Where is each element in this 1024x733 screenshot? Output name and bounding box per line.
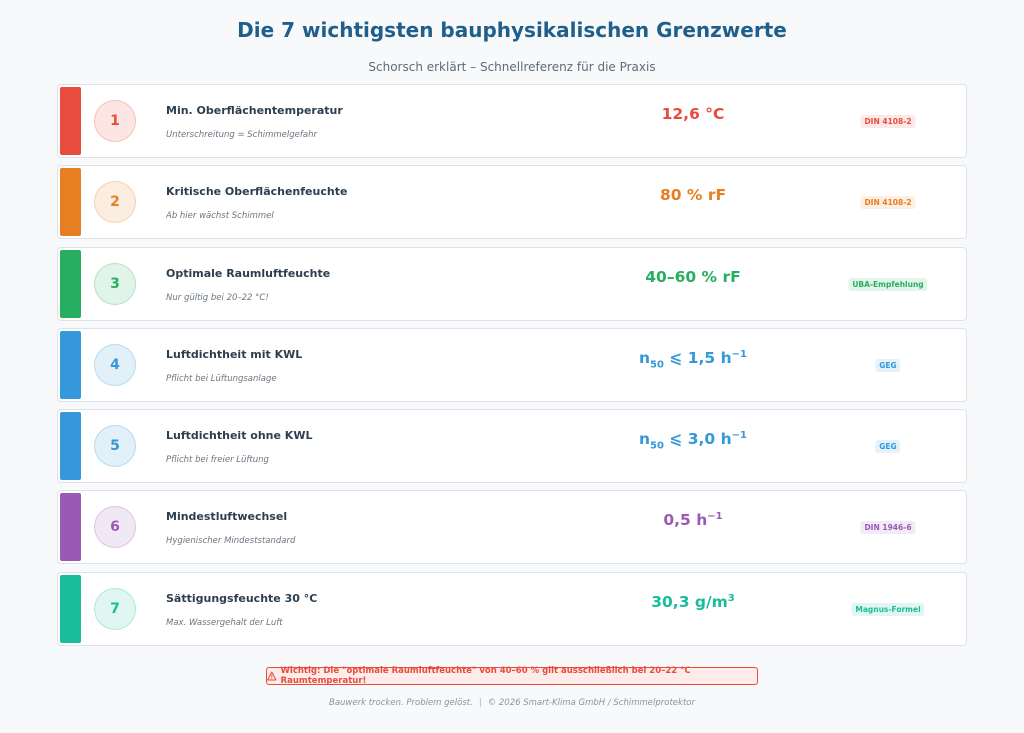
norm-tag: UBA-Empfehlung xyxy=(848,277,928,291)
item-name: Min. Oberflächentemperatur xyxy=(166,104,343,117)
item-name: Optimale Raumluftfeuchte xyxy=(166,266,331,280)
list-item: 7 Sättigungsfeuchte 30 °C Max. Wassergeh… xyxy=(57,571,967,646)
norm-tag: GEG xyxy=(875,440,901,454)
item-value: n50 ⩽ 1,5 h−1 xyxy=(639,348,747,371)
list-item: 6 Mindestluftwechsel Hygienischer Mindes… xyxy=(57,490,967,565)
number-badge: 6 xyxy=(94,506,136,549)
value-text: 12,6 °C xyxy=(661,105,725,123)
list-item: 2 Kritische Oberflächenfeuchte Ab hier w… xyxy=(57,165,967,240)
norm-tag: DIN 4108-2 xyxy=(860,115,916,128)
color-bar xyxy=(60,168,81,237)
warning-text: Wichtig: Die "optimale Raumluftfeuchte" … xyxy=(280,666,691,686)
number-badge: 5 xyxy=(94,425,136,468)
color-bar xyxy=(60,330,81,399)
item-name: Sättigungsfeuchte 30 °C xyxy=(166,591,318,605)
item-name: Luftdichtheit ohne KWL xyxy=(166,429,313,443)
norm-tag: Magnus-Formel xyxy=(851,602,925,616)
norm-tag: DIN 1946-6 xyxy=(860,521,916,535)
color-bar xyxy=(60,249,81,318)
number-badge: 2 xyxy=(94,181,136,224)
list-item: 5 Luftdichtheit ohne KWL Pflicht bei fre… xyxy=(57,409,967,484)
item-name: Luftdichtheit mit KWL xyxy=(166,347,303,361)
item-name: Kritische Oberflächenfeuchte xyxy=(166,185,348,199)
number-badge: 3 xyxy=(94,262,136,305)
warning-banner: Wichtig: Die "optimale Raumluftfeuchte" … xyxy=(266,666,758,686)
color-bar xyxy=(60,87,81,155)
number-badge: 4 xyxy=(94,343,136,386)
list-item: 4 Luftdichtheit mit KWL Pflicht bei Lüft… xyxy=(57,327,967,402)
color-bar xyxy=(60,412,81,481)
footer-separator: | xyxy=(478,698,482,708)
item-description: Unterschreitung = Schimmelgefahr xyxy=(166,130,317,140)
item-description: Hygienischer Mindeststandard xyxy=(166,536,296,547)
list-item: 1 Min. Oberflächentemperatur Unterschrei… xyxy=(57,84,967,158)
item-value: 0,5 h−1 xyxy=(663,511,723,530)
footer-slogan: Bauwerk trocken. Problem gelöst. xyxy=(329,698,473,708)
item-value: 40–60 % rF xyxy=(593,268,793,286)
color-bar xyxy=(60,493,81,562)
footer: Bauwerk trocken. Problem gelöst. | © 2026 … xyxy=(0,698,1024,708)
item-description: Pflicht bei Lüftungsanlage xyxy=(166,373,277,384)
item-value: 12,6 °C xyxy=(593,105,793,123)
warning-triangle-icon xyxy=(267,671,277,681)
item-value: 80 % rF xyxy=(593,186,793,204)
page-subtitle: Schorsch erklärt – Schnellreferenz für d… xyxy=(368,60,656,74)
norm-tag: GEG xyxy=(875,358,901,372)
page-title: Die 7 wichtigsten bauphysikalischen Gren… xyxy=(237,18,787,42)
color-bar xyxy=(60,574,81,643)
list-item: 3 Optimale Raumluftfeuchte Nur gültig be… xyxy=(57,246,967,321)
item-description: Max. Wassergehalt der Luft xyxy=(166,617,283,628)
item-value: 30,3 g/m3 xyxy=(651,592,735,611)
item-name: Mindestluftwechsel xyxy=(166,510,288,524)
item-value: n50 ⩽ 3,0 h−1 xyxy=(639,430,747,452)
item-description: Pflicht bei freier Lüftung xyxy=(166,455,269,466)
item-description: Nur gültig bei 20–22 °C! xyxy=(166,292,269,303)
norm-tag: DIN 4108-2 xyxy=(860,196,916,210)
value-text: 80 % rF xyxy=(659,186,727,205)
footer-copyright: © 2026 Smart-Klima GmbH / Schimmelprotek… xyxy=(487,698,695,708)
limit-values-list: 1 Min. Oberflächentemperatur Unterschrei… xyxy=(57,84,967,653)
number-badge: 1 xyxy=(94,100,136,142)
item-description: Ab hier wächst Schimmel xyxy=(166,211,274,222)
value-text: 40–60 % rF xyxy=(645,267,741,286)
number-badge: 7 xyxy=(94,587,136,630)
